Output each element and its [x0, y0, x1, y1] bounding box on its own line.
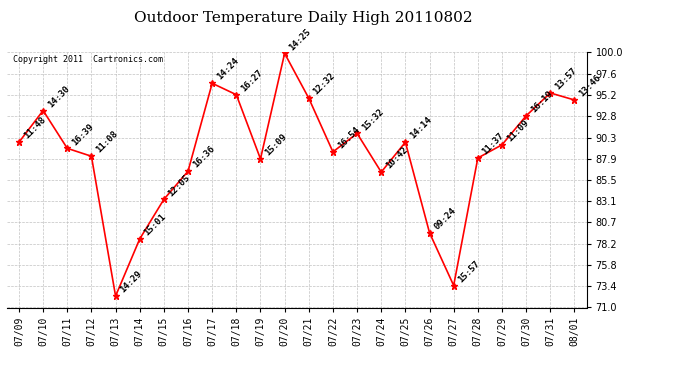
Text: Copyright 2011  Cartronics.com: Copyright 2011 Cartronics.com — [12, 55, 163, 64]
Text: 14:30: 14:30 — [46, 84, 71, 109]
Text: 09:24: 09:24 — [433, 206, 457, 231]
Text: 14:29: 14:29 — [119, 269, 144, 295]
Text: 12:32: 12:32 — [312, 72, 337, 97]
Text: 16:27: 16:27 — [239, 68, 264, 93]
Text: 15:09: 15:09 — [264, 132, 288, 158]
Text: 14:14: 14:14 — [408, 116, 433, 141]
Text: 16:36: 16:36 — [191, 144, 216, 170]
Text: 13:57: 13:57 — [553, 66, 578, 92]
Text: 13:46: 13:46 — [578, 73, 602, 99]
Text: 16:39: 16:39 — [70, 122, 95, 147]
Text: 15:32: 15:32 — [360, 106, 385, 132]
Text: 15:01: 15:01 — [143, 212, 168, 237]
Text: 10:42: 10:42 — [384, 146, 409, 171]
Text: 11:37: 11:37 — [481, 131, 506, 157]
Text: 14:24: 14:24 — [215, 57, 240, 82]
Text: 16:54: 16:54 — [336, 125, 361, 150]
Text: 11:48: 11:48 — [22, 116, 47, 141]
Text: 12:05: 12:05 — [167, 172, 192, 198]
Text: 15:57: 15:57 — [457, 259, 482, 284]
Text: 11:08: 11:08 — [95, 129, 119, 155]
Text: Outdoor Temperature Daily High 20110802: Outdoor Temperature Daily High 20110802 — [135, 11, 473, 25]
Text: 11:09: 11:09 — [505, 118, 530, 144]
Text: 14:25: 14:25 — [288, 27, 313, 52]
Text: 16:19: 16:19 — [529, 89, 554, 114]
